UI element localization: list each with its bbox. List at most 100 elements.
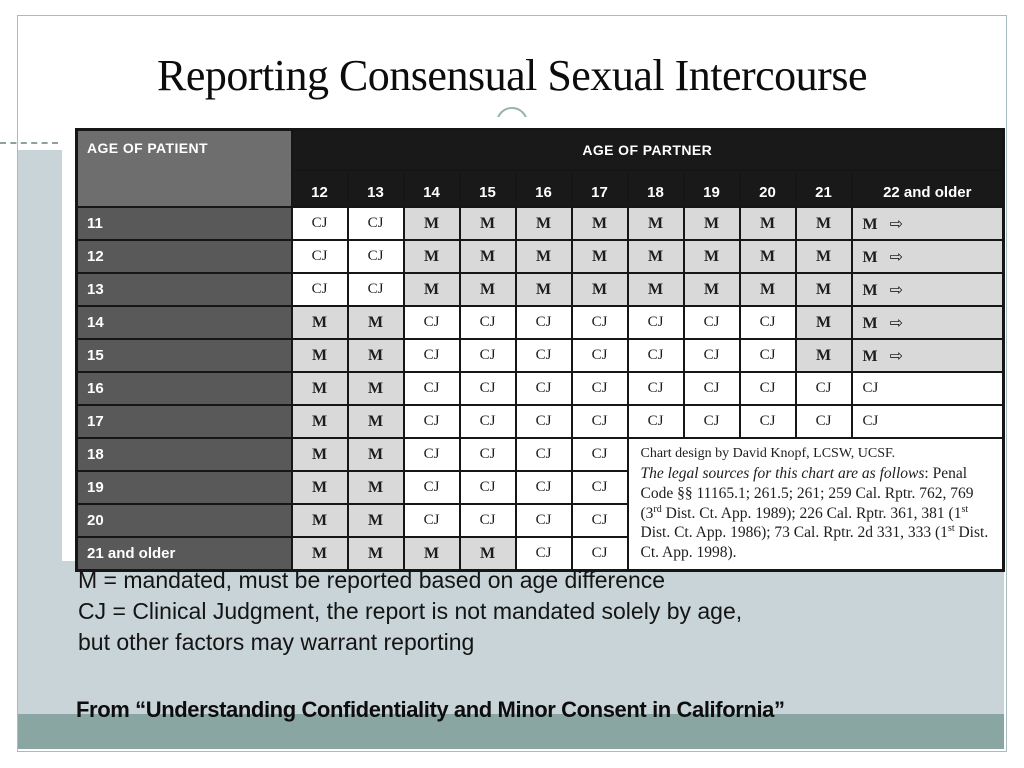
table-cell: M <box>402 239 461 274</box>
table-row: 19 M M CJ CJ CJ CJ <box>75 470 1004 505</box>
column-header: 13 <box>346 169 405 208</box>
table-cell: M <box>682 239 741 274</box>
table-cell: CJ <box>626 338 685 373</box>
table-cell: CJ <box>738 338 797 373</box>
table-cell: M <box>682 206 741 241</box>
table-row: 13 CJ CJ M M M M M M M M M ⇨ <box>75 272 1005 307</box>
table-cell: CJ <box>290 239 349 274</box>
table-cell: M <box>346 503 405 538</box>
table-cell: CJ <box>514 404 573 439</box>
legend: M = mandated, must be reported based on … <box>78 565 742 658</box>
table-cell: M <box>290 371 349 406</box>
table-cell: CJ <box>458 503 517 538</box>
table-cell: M <box>290 437 349 472</box>
table-row: 12 CJ CJ M M M M M M M M M ⇨ <box>75 239 1005 274</box>
table-cell: M <box>794 305 853 340</box>
table-cell: CJ <box>514 536 573 572</box>
table-cell: CJ <box>402 404 461 439</box>
table-cell: CJ <box>402 470 461 505</box>
table-cell: M <box>458 206 517 241</box>
row-header: 12 <box>75 239 293 274</box>
age-table: AGE OF PATIENT AGE OF PARTNER 12 13 14 15 16 17… <box>75 128 1005 573</box>
table-cell: CJ <box>682 371 741 406</box>
table-row: 18 M M CJ CJ CJ CJ Chart design by David Knopf,… <box>75 437 1005 572</box>
table-cell: M ⇨ <box>850 305 1005 340</box>
column-header: 20 <box>738 169 797 208</box>
row-header: 21 and older <box>75 536 293 572</box>
row-header: 18 <box>75 437 293 472</box>
legal-sources-note: Chart design by David Knopf, LCSW, UCSF.… <box>626 437 1005 572</box>
table-row: 11 CJ CJ M M M M M M M M M ⇨ <box>75 206 1005 241</box>
table-cell: CJ <box>458 437 517 472</box>
table-cell: M <box>346 338 405 373</box>
table-cell: CJ <box>570 338 629 373</box>
table-cell: CJ <box>346 272 405 307</box>
table-cell: CJ <box>738 305 797 340</box>
partner-header: AGE OF PARTNER <box>290 128 1005 171</box>
page-title: Reporting Consensual Sexual Intercourse <box>156 51 868 100</box>
table-cell: M <box>514 239 573 274</box>
table-cell: M <box>290 470 349 505</box>
table-cell: M ⇨ <box>850 272 1005 307</box>
footer-accent-band <box>18 714 1004 749</box>
table-cell: CJ <box>514 437 573 472</box>
table-cell: M <box>458 239 517 274</box>
table-cell: M <box>402 536 461 572</box>
table-cell: M <box>738 206 797 241</box>
table-cell: M ⇨ <box>850 239 1005 274</box>
table-cell: M <box>290 536 349 572</box>
table-cell: CJ <box>402 371 461 406</box>
table-cell: M <box>290 404 349 439</box>
table-cell: CJ <box>794 404 853 439</box>
table-cell: CJ <box>626 305 685 340</box>
table-cell: M <box>458 536 517 572</box>
row-header: 14 <box>75 305 293 340</box>
table-cell: M ⇨ <box>850 206 1005 241</box>
table-cell: CJ <box>682 338 741 373</box>
table-cell: CJ <box>346 239 405 274</box>
table-cell: CJ <box>402 503 461 538</box>
table-cell: M <box>514 272 573 307</box>
table-row: 17 M M CJ CJ CJ CJ CJ CJ CJ CJ CJ <box>75 404 1005 439</box>
table-cell: CJ <box>402 338 461 373</box>
table-cell: CJ <box>570 404 629 439</box>
table-row: 16 M M CJ CJ CJ CJ CJ CJ CJ CJ CJ <box>75 371 1005 406</box>
table-cell: CJ <box>738 371 797 406</box>
table-cell: CJ <box>850 404 1005 439</box>
table-cell: CJ <box>402 437 461 472</box>
row-header: 17 <box>75 404 293 439</box>
table-cell: CJ <box>402 305 461 340</box>
table-cell: M <box>794 338 853 373</box>
corner-header: AGE OF PATIENT <box>75 128 293 208</box>
table-row: 20 M M CJ CJ CJ CJ <box>75 503 1004 538</box>
table-cell: M <box>626 272 685 307</box>
table-cell: CJ <box>570 503 629 538</box>
slide-frame-border <box>17 15 1007 752</box>
row-header: 11 <box>75 206 293 241</box>
table-cell: CJ <box>850 371 1005 406</box>
legend-line-m: M = mandated, must be reported based on … <box>78 567 666 593</box>
right-arrow-icon: ⇨ <box>889 215 904 233</box>
column-header: 22 and older <box>850 169 1005 208</box>
source-line: From “Understanding Confidentiality and … <box>76 697 785 722</box>
table-cell: M <box>346 371 405 406</box>
table-cell: M <box>626 206 685 241</box>
table-cell: M <box>290 338 349 373</box>
table-row: 21 and older M M M M CJ CJ <box>75 536 1004 572</box>
column-header: 15 <box>458 169 517 208</box>
row-header: 19 <box>75 470 293 505</box>
column-header: 16 <box>514 169 573 208</box>
table-cell: M <box>346 536 405 572</box>
column-header: 14 <box>402 169 461 208</box>
table-cell: M <box>794 272 853 307</box>
table-cell: CJ <box>570 437 629 472</box>
table-row: 15 M M CJ CJ CJ CJ CJ CJ CJ M M ⇨ <box>75 338 1005 373</box>
table-cell: M <box>346 404 405 439</box>
column-header: 12 <box>290 169 349 208</box>
table-cell: M <box>458 272 517 307</box>
table-cell: CJ <box>290 272 349 307</box>
column-header: 21 <box>794 169 853 208</box>
table-cell: CJ <box>570 305 629 340</box>
table-cell: M ⇨ <box>850 338 1005 373</box>
